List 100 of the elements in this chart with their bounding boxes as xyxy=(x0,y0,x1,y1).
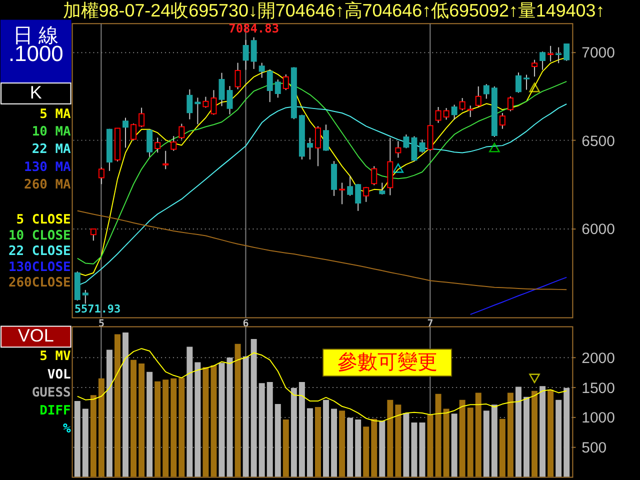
text: 5 CLOSE xyxy=(16,212,71,228)
bar xyxy=(435,394,442,477)
candlestick xyxy=(306,137,313,160)
text: 5 MA xyxy=(40,106,71,122)
bar xyxy=(130,360,137,477)
bar xyxy=(154,381,161,477)
bar xyxy=(250,339,257,477)
candlestick xyxy=(427,124,434,152)
bar xyxy=(114,334,120,477)
candlestick xyxy=(532,59,538,78)
y-axis-title: K xyxy=(30,82,42,102)
candlestick xyxy=(154,137,161,154)
bar xyxy=(266,382,273,477)
bar xyxy=(323,400,329,477)
bar xyxy=(122,332,128,477)
text: GUESS xyxy=(32,385,71,400)
x-tick-label: 6 xyxy=(242,318,249,330)
bar xyxy=(98,378,104,477)
candlestick xyxy=(138,107,145,128)
candlestick xyxy=(379,182,386,196)
candlestick xyxy=(218,72,225,107)
candlestick xyxy=(194,97,201,125)
candlestick xyxy=(419,139,426,154)
bar xyxy=(540,386,546,477)
candlestick xyxy=(355,183,362,212)
bar xyxy=(483,410,490,477)
bar xyxy=(475,392,482,477)
candlestick xyxy=(234,62,241,90)
bar xyxy=(411,422,418,477)
candlestick xyxy=(226,86,233,115)
line-series xyxy=(76,210,568,290)
candlestick xyxy=(146,129,153,158)
bar xyxy=(290,388,297,477)
bar xyxy=(507,392,514,477)
bar xyxy=(274,404,281,477)
candlestick xyxy=(403,134,410,149)
candlestick xyxy=(314,126,321,167)
bar xyxy=(194,362,201,477)
bar xyxy=(355,420,362,477)
bar xyxy=(467,408,474,477)
bar xyxy=(548,390,554,477)
candlestick xyxy=(564,44,570,62)
bar xyxy=(210,365,217,477)
text: 10 MA xyxy=(32,124,71,140)
candlestick xyxy=(258,62,265,78)
candlestick xyxy=(556,46,562,64)
candlestick xyxy=(515,72,522,94)
bar xyxy=(298,382,305,477)
text: % xyxy=(62,422,71,437)
bar xyxy=(347,418,354,477)
bar xyxy=(491,404,498,477)
text: 260CLOSE xyxy=(8,276,71,291)
candlestick xyxy=(443,108,450,120)
bar xyxy=(234,344,241,477)
bar xyxy=(363,426,370,477)
bar xyxy=(170,378,177,477)
bar xyxy=(395,404,402,477)
bar xyxy=(371,418,378,477)
text: 22 MA xyxy=(32,142,71,158)
candlestick xyxy=(282,74,289,91)
bar xyxy=(138,363,145,477)
bar xyxy=(82,408,88,477)
candlestick xyxy=(210,90,217,116)
bar xyxy=(226,358,233,477)
bar xyxy=(106,350,112,477)
bar xyxy=(162,380,169,477)
point xyxy=(392,163,404,173)
candlestick xyxy=(186,88,193,120)
bar xyxy=(427,414,434,477)
candlestick xyxy=(98,167,104,185)
bar xyxy=(443,408,450,477)
bar xyxy=(186,346,193,477)
text: 130CLOSE xyxy=(8,260,71,275)
bar xyxy=(403,412,410,477)
bar xyxy=(532,390,538,477)
bar xyxy=(218,362,225,477)
chart-title: 加權98-07-24收695730↓開704646↑高704646↑低695092↑量149403↑ xyxy=(62,0,605,21)
bar xyxy=(419,422,426,477)
y-tick-label: 6000 xyxy=(582,220,615,238)
y-tick-label: 1000 xyxy=(582,410,615,427)
bar xyxy=(202,367,209,477)
candlestick xyxy=(250,36,257,70)
candlestick xyxy=(178,123,185,140)
y-tick-label: 2000 xyxy=(582,350,615,368)
text: 5 MV xyxy=(40,349,71,364)
candlestick xyxy=(266,68,273,103)
text: 130 MA xyxy=(24,160,71,175)
y-tick-label: 7000 xyxy=(582,44,615,62)
candlestick xyxy=(507,96,514,112)
bar xyxy=(451,414,458,477)
candlestick xyxy=(347,176,354,196)
bar xyxy=(258,383,265,477)
text: 參數可變更 xyxy=(337,352,438,374)
candlestick xyxy=(540,51,546,70)
candlestick xyxy=(467,105,474,118)
line-series xyxy=(470,276,568,315)
bar xyxy=(564,388,570,477)
bar xyxy=(90,395,96,477)
annotation: 7084.83 xyxy=(228,21,280,36)
bar xyxy=(379,420,386,477)
